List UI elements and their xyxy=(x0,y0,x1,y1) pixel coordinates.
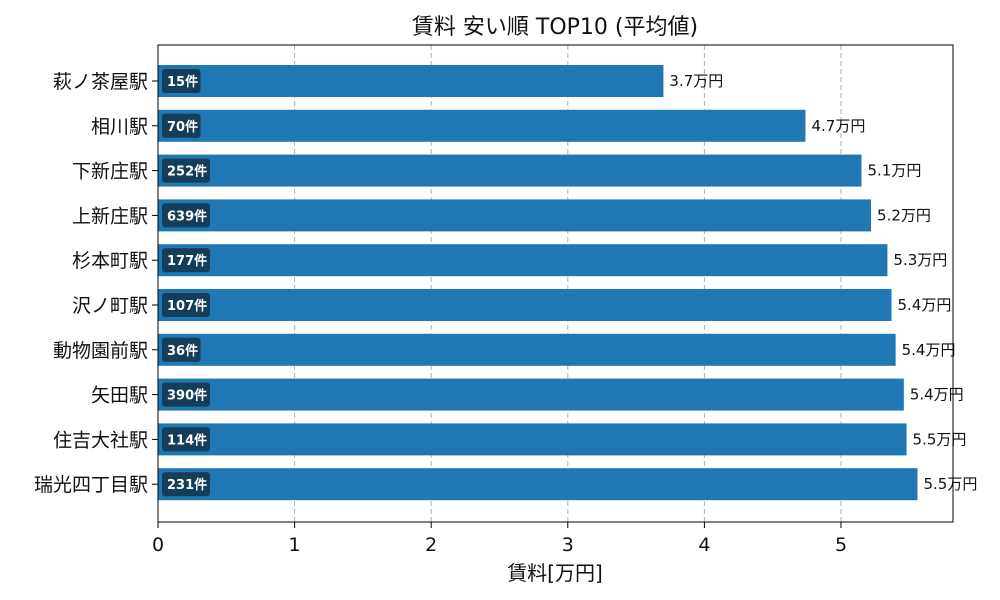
bar xyxy=(158,468,918,501)
count-label: 114件 xyxy=(167,432,207,448)
plot-frame xyxy=(157,44,954,523)
bar-labels: 15件 3.7万円 70件 4.7万円 252件 5.1万円 639件 5.2万円 177件 5.… xyxy=(162,69,977,497)
value-label: 5.5万円 xyxy=(923,475,977,493)
count-badge xyxy=(162,248,210,273)
x-tick-label: 5 xyxy=(835,534,847,556)
y-tick-label: 沢ノ町駅 xyxy=(72,295,148,317)
count-label: 36件 xyxy=(167,343,198,359)
value-label: 5.2万円 xyxy=(877,206,931,224)
bar xyxy=(158,65,664,97)
count-badge xyxy=(162,337,201,362)
count-badge xyxy=(162,293,210,317)
x-tick-label: 3 xyxy=(562,534,574,556)
bar xyxy=(158,154,862,187)
x-axis-label: 賃料[万円] xyxy=(507,561,603,585)
bar xyxy=(158,378,904,411)
x-tick-label: 4 xyxy=(698,534,710,556)
value-label: 5.1万円 xyxy=(867,162,921,180)
count-label: 177件 xyxy=(167,253,207,269)
y-tick-label: 住吉大社駅 xyxy=(53,429,148,451)
count-label: 231件 xyxy=(167,477,207,493)
value-label: 5.4万円 xyxy=(902,341,956,359)
y-tick-label: 杉本町駅 xyxy=(72,250,148,272)
count-badge xyxy=(162,382,210,407)
y-tick-label: 下新庄駅 xyxy=(72,161,148,183)
bar xyxy=(158,333,896,366)
bar xyxy=(158,289,892,321)
count-label: 639件 xyxy=(167,208,207,224)
count-label: 70件 xyxy=(167,119,198,135)
value-label: 3.7万円 xyxy=(669,72,723,90)
bars xyxy=(158,65,918,501)
y-tick-label: 瑞光四丁目駅 xyxy=(34,474,148,496)
count-badge xyxy=(162,113,201,138)
y-tick-label: 相川駅 xyxy=(91,116,148,138)
count-label: 15件 xyxy=(167,74,198,90)
x-tick-label: 2 xyxy=(425,534,437,556)
count-label: 390件 xyxy=(167,388,207,404)
bar xyxy=(158,199,872,232)
bar xyxy=(158,109,806,142)
count-label: 252件 xyxy=(167,164,207,180)
y-tick-label: 萩ノ茶屋駅 xyxy=(53,71,148,93)
y-tick-label: 動物園前駅 xyxy=(53,340,148,362)
count-label: 107件 xyxy=(167,298,207,314)
x-tick-label: 0 xyxy=(152,534,164,556)
bar xyxy=(158,244,888,277)
chart-title: 賃料 安い順 TOP10 (平均値) xyxy=(412,15,698,40)
value-label: 5.3万円 xyxy=(893,251,947,269)
count-badge xyxy=(162,69,201,93)
bar xyxy=(158,423,907,456)
count-badge xyxy=(162,472,210,497)
x-axis: 0 1 2 3 4 5 xyxy=(152,522,847,556)
x-tick-label: 1 xyxy=(289,534,301,556)
count-badge xyxy=(162,158,210,183)
y-tick-label: 矢田駅 xyxy=(91,385,148,407)
value-label: 5.4万円 xyxy=(910,386,964,404)
y-tick-label: 上新庄駅 xyxy=(72,205,148,227)
y-axis: 萩ノ茶屋駅相川駅下新庄駅上新庄駅杉本町駅沢ノ町駅動物園前駅矢田駅住吉大社駅瑞光四… xyxy=(34,71,158,496)
count-badge xyxy=(162,203,210,228)
value-label: 5.4万円 xyxy=(898,296,952,314)
value-label: 5.5万円 xyxy=(913,430,967,448)
count-badge xyxy=(162,427,210,452)
value-label: 4.7万円 xyxy=(811,117,865,135)
